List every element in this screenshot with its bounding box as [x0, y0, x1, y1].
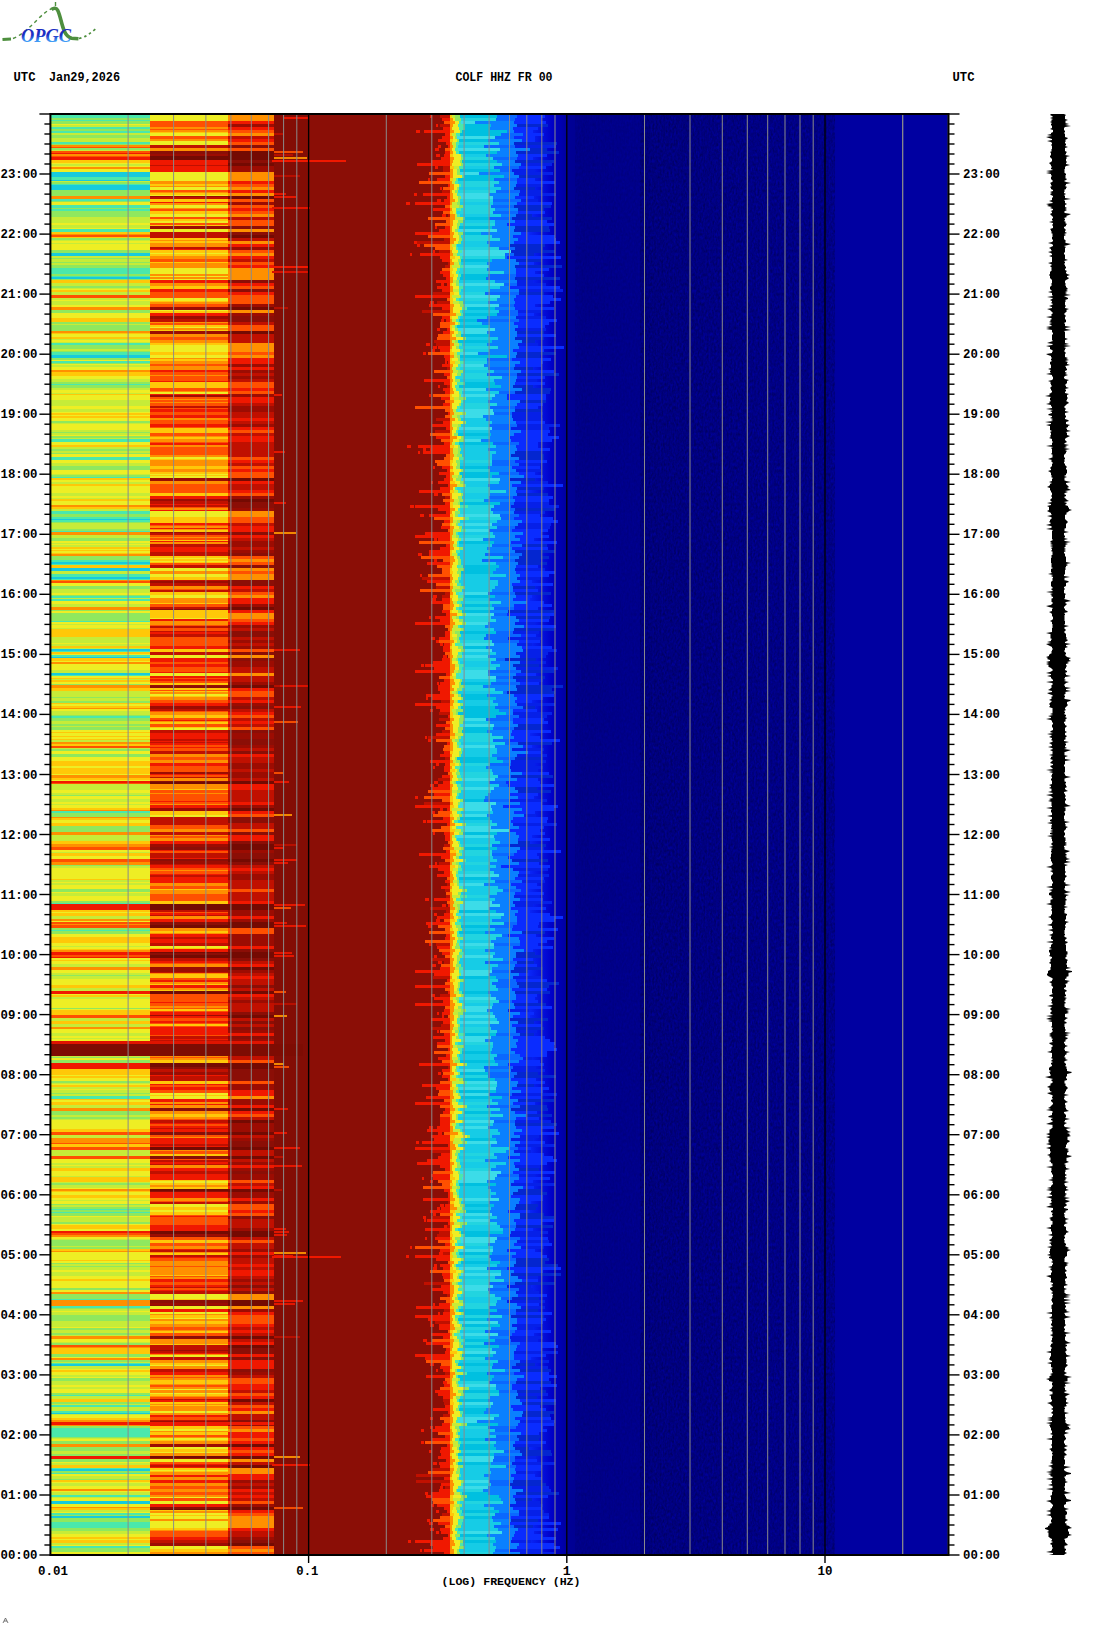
- svg-text:10:00: 10:00: [1, 949, 38, 963]
- svg-text:0.1: 0.1: [296, 1565, 318, 1579]
- svg-text:OPGC: OPGC: [21, 26, 72, 46]
- svg-text:02:00: 02:00: [1, 1429, 38, 1443]
- svg-text:11:00: 11:00: [963, 889, 1000, 903]
- svg-text:06:00: 06:00: [1, 1189, 38, 1203]
- svg-text:01:00: 01:00: [1, 1489, 38, 1503]
- svg-text:Jan29,2026: Jan29,2026: [49, 70, 120, 85]
- svg-text:UTC: UTC: [953, 70, 975, 85]
- svg-text:09:00: 09:00: [963, 1009, 1000, 1023]
- svg-text:23:00: 23:00: [963, 168, 1000, 182]
- svg-text:19:00: 19:00: [1, 408, 38, 422]
- svg-text:23:00: 23:00: [1, 168, 38, 182]
- svg-text:13:00: 13:00: [1, 769, 38, 783]
- svg-text:(LOG) FREQUENCY (HZ): (LOG) FREQUENCY (HZ): [442, 1575, 581, 1588]
- svg-text:16:00: 16:00: [963, 588, 1000, 602]
- svg-text:00:00: 00:00: [963, 1549, 1000, 1563]
- svg-text:15:00: 15:00: [963, 648, 1000, 662]
- svg-text:18:00: 18:00: [963, 468, 1000, 482]
- svg-text:06:00: 06:00: [963, 1189, 1000, 1203]
- svg-text:02:00: 02:00: [963, 1429, 1000, 1443]
- svg-text:08:00: 08:00: [963, 1069, 1000, 1083]
- svg-text:07:00: 07:00: [1, 1129, 38, 1143]
- svg-text:10:00: 10:00: [963, 949, 1000, 963]
- svg-text:11:00: 11:00: [1, 889, 38, 903]
- svg-text:05:00: 05:00: [1, 1249, 38, 1263]
- svg-text:12:00: 12:00: [1, 829, 38, 843]
- svg-text:17:00: 17:00: [963, 528, 1000, 542]
- svg-text:COLF HHZ FR 00: COLF HHZ FR 00: [456, 70, 553, 85]
- svg-text:04:00: 04:00: [963, 1309, 1000, 1323]
- svg-text:14:00: 14:00: [1, 708, 38, 722]
- svg-text:22:00: 22:00: [1, 228, 38, 242]
- svg-text:07:00: 07:00: [963, 1129, 1000, 1143]
- svg-text:09:00: 09:00: [1, 1009, 38, 1023]
- svg-text:03:00: 03:00: [1, 1369, 38, 1383]
- svg-text:21:00: 21:00: [1, 288, 38, 302]
- svg-text:15:00: 15:00: [1, 648, 38, 662]
- svg-text:08:00: 08:00: [1, 1069, 38, 1083]
- svg-text:16:00: 16:00: [1, 588, 38, 602]
- svg-text:21:00: 21:00: [963, 288, 1000, 302]
- svg-text:20:00: 20:00: [1, 348, 38, 362]
- svg-text:00:00: 00:00: [1, 1549, 38, 1563]
- svg-text:22:00: 22:00: [963, 228, 1000, 242]
- svg-text:18:00: 18:00: [1, 468, 38, 482]
- svg-text:20:00: 20:00: [963, 348, 1000, 362]
- svg-text:05:00: 05:00: [963, 1249, 1000, 1263]
- svg-text:19:00: 19:00: [963, 408, 1000, 422]
- svg-text:0.01: 0.01: [38, 1565, 68, 1579]
- svg-text:12:00: 12:00: [963, 829, 1000, 843]
- svg-text:14:00: 14:00: [963, 708, 1000, 722]
- svg-text:13:00: 13:00: [963, 769, 1000, 783]
- svg-text:03:00: 03:00: [963, 1369, 1000, 1383]
- svg-text:04:00: 04:00: [1, 1309, 38, 1323]
- svg-text:17:00: 17:00: [1, 528, 38, 542]
- svg-text:UTC: UTC: [14, 70, 36, 85]
- svg-text:01:00: 01:00: [963, 1489, 1000, 1503]
- svg-text:10: 10: [818, 1565, 833, 1579]
